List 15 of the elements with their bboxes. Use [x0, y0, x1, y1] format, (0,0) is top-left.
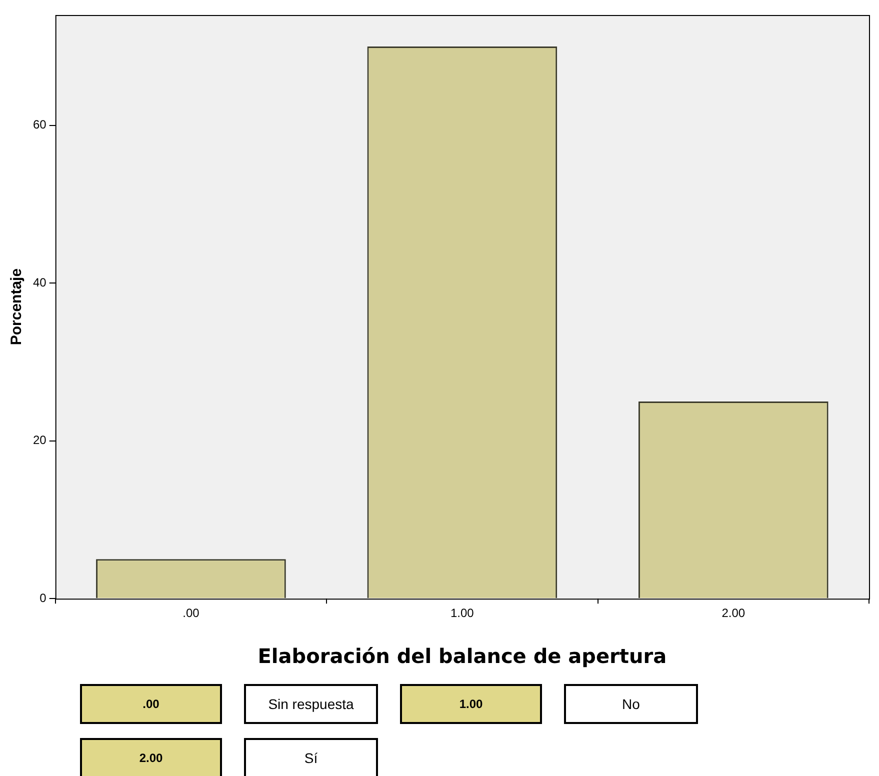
x-tick-label: 1.00: [450, 606, 474, 620]
x-axis-title: Elaboración del balance de apertura: [258, 644, 667, 668]
y-tick-label: 60: [32, 118, 47, 132]
text: 1.00: [400, 684, 542, 724]
y-axis-title: Porcentaje: [8, 268, 26, 346]
text: Sí: [244, 738, 378, 776]
text: 2.00: [80, 738, 222, 776]
x-tick-label: 2.00: [722, 606, 746, 620]
y-tick-label: 0: [40, 590, 47, 605]
x-tick-label: .00: [182, 606, 200, 620]
text: .00: [80, 684, 222, 724]
y-tick-label: 40: [32, 275, 47, 290]
text: Sin respuesta: [244, 684, 378, 724]
y-tick-label: 20: [32, 433, 47, 448]
text: No: [564, 684, 698, 724]
